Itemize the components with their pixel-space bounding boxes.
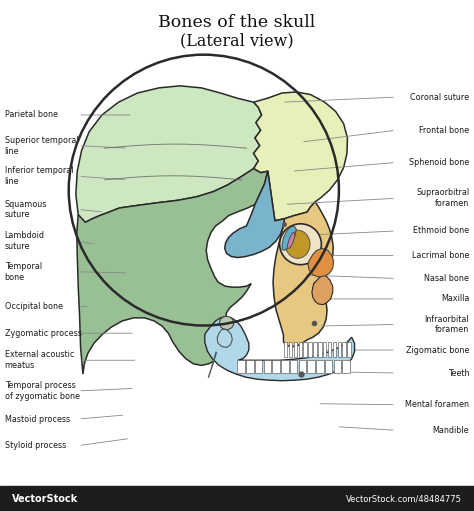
Bar xyxy=(328,342,331,357)
Bar xyxy=(334,360,341,373)
Text: VectorStock.com/48484775: VectorStock.com/48484775 xyxy=(346,494,462,503)
Text: VectorStock: VectorStock xyxy=(12,494,78,504)
Polygon shape xyxy=(254,92,347,221)
Text: Zygomatic process: Zygomatic process xyxy=(5,329,82,338)
Text: Maxilla: Maxilla xyxy=(441,294,469,304)
Ellipse shape xyxy=(280,224,321,265)
Bar xyxy=(325,360,332,373)
Bar xyxy=(246,360,254,373)
Bar xyxy=(237,360,245,373)
Ellipse shape xyxy=(219,316,234,330)
Bar xyxy=(342,342,346,357)
Text: Mastoid process: Mastoid process xyxy=(5,414,70,424)
Text: Squamous
suture: Squamous suture xyxy=(5,200,47,219)
Polygon shape xyxy=(77,169,268,374)
Text: Superior temporal
line: Superior temporal line xyxy=(5,136,78,155)
Text: (Lateral view): (Lateral view) xyxy=(180,32,294,50)
Bar xyxy=(273,360,280,373)
Bar xyxy=(347,342,351,357)
Text: Lambdoid
suture: Lambdoid suture xyxy=(5,231,45,251)
Bar xyxy=(0,486,474,511)
Text: Infraorbital
foramen: Infraorbital foramen xyxy=(425,315,469,334)
Text: Bones of the skull: Bones of the skull xyxy=(158,14,316,32)
Polygon shape xyxy=(282,226,296,250)
Text: Supraorbitral
foramen: Supraorbitral foramen xyxy=(416,189,469,208)
Text: Ethmoid bone: Ethmoid bone xyxy=(413,226,469,236)
Text: Teeth: Teeth xyxy=(448,368,469,378)
Bar xyxy=(294,342,297,357)
Text: Sphenoid bone: Sphenoid bone xyxy=(409,158,469,167)
Polygon shape xyxy=(225,171,284,258)
Text: Inferior temporal
line: Inferior temporal line xyxy=(5,167,73,186)
Bar xyxy=(255,360,262,373)
Text: Temporal process
of zygomatic bone: Temporal process of zygomatic bone xyxy=(5,381,80,401)
Text: Mandible: Mandible xyxy=(433,426,469,435)
Bar xyxy=(299,342,302,357)
Bar xyxy=(337,342,341,357)
Bar xyxy=(299,360,306,373)
Polygon shape xyxy=(273,202,333,346)
Polygon shape xyxy=(287,232,295,248)
Bar xyxy=(323,342,327,357)
Bar xyxy=(264,360,271,373)
Text: Occipital bone: Occipital bone xyxy=(5,302,63,311)
Bar xyxy=(308,342,312,357)
Text: Coronal suture: Coronal suture xyxy=(410,92,469,102)
Polygon shape xyxy=(312,275,333,305)
Text: Nasal bone: Nasal bone xyxy=(424,274,469,283)
Polygon shape xyxy=(205,317,355,381)
Bar xyxy=(284,342,287,357)
Polygon shape xyxy=(76,86,262,222)
Bar xyxy=(343,360,350,373)
Text: Frontal bone: Frontal bone xyxy=(419,126,469,135)
Bar xyxy=(303,342,307,357)
Bar xyxy=(333,342,336,357)
Text: Temporal
bone: Temporal bone xyxy=(5,262,42,282)
Text: Mental foramen: Mental foramen xyxy=(405,400,469,409)
Bar xyxy=(289,342,292,357)
Bar xyxy=(316,360,324,373)
Bar xyxy=(308,360,315,373)
Bar xyxy=(313,342,317,357)
Bar xyxy=(290,360,297,373)
Bar xyxy=(318,342,321,357)
Bar xyxy=(281,360,289,373)
Ellipse shape xyxy=(285,230,310,259)
Polygon shape xyxy=(308,248,334,277)
Text: Lacrimal bone: Lacrimal bone xyxy=(412,251,469,260)
Text: Parietal bone: Parietal bone xyxy=(5,110,58,120)
Text: Styloid process: Styloid process xyxy=(5,441,66,450)
Text: Zigomatic bone: Zigomatic bone xyxy=(406,345,469,355)
Text: External acoustic
meatus: External acoustic meatus xyxy=(5,351,74,370)
